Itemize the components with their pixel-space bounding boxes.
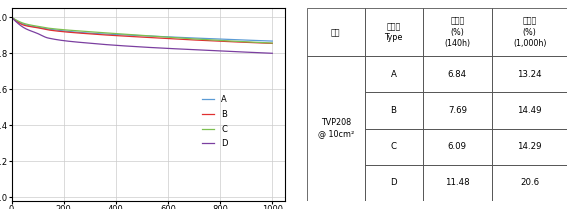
B bbox=[132, 36, 139, 38]
A bbox=[8, 16, 15, 19]
Bar bbox=[423, 56, 492, 92]
Legend: A, B, C, D: A, B, C, D bbox=[202, 95, 228, 148]
D bbox=[222, 50, 229, 52]
Bar bbox=[423, 165, 492, 201]
A bbox=[163, 36, 170, 38]
Text: 13.24: 13.24 bbox=[518, 70, 542, 79]
Text: 11.48: 11.48 bbox=[445, 178, 470, 187]
B bbox=[8, 16, 15, 19]
B bbox=[269, 42, 276, 45]
B bbox=[149, 37, 156, 39]
A bbox=[134, 34, 141, 37]
Bar bbox=[365, 56, 423, 92]
Text: 7.69: 7.69 bbox=[448, 106, 467, 115]
A bbox=[132, 34, 139, 37]
Bar bbox=[365, 129, 423, 165]
Bar bbox=[423, 8, 492, 56]
Text: 염료: 염료 bbox=[331, 28, 340, 37]
Text: A: A bbox=[391, 70, 397, 79]
Bar bbox=[365, 8, 423, 56]
Line: B: B bbox=[12, 17, 272, 43]
D bbox=[269, 52, 276, 55]
Text: 14.49: 14.49 bbox=[518, 106, 542, 115]
Line: A: A bbox=[12, 17, 272, 41]
Text: 20.6: 20.6 bbox=[520, 178, 539, 187]
Text: 6.84: 6.84 bbox=[448, 70, 467, 79]
Text: D: D bbox=[390, 178, 397, 187]
Text: 열화율
(%)
(1,000h): 열화율 (%) (1,000h) bbox=[513, 17, 547, 48]
C bbox=[269, 42, 276, 44]
C bbox=[149, 35, 156, 37]
Text: 열화율
(%)
(140h): 열화율 (%) (140h) bbox=[444, 17, 470, 48]
C bbox=[134, 34, 141, 36]
D bbox=[163, 47, 170, 50]
C bbox=[8, 16, 15, 19]
Text: 전해질
Type: 전해질 Type bbox=[384, 22, 403, 42]
D bbox=[134, 45, 141, 48]
Bar bbox=[423, 129, 492, 165]
C bbox=[222, 40, 229, 42]
Bar bbox=[307, 8, 365, 56]
A bbox=[149, 35, 156, 37]
D bbox=[149, 46, 156, 49]
B bbox=[262, 42, 269, 45]
D bbox=[8, 16, 15, 19]
Bar bbox=[423, 92, 492, 129]
A bbox=[269, 40, 276, 42]
Text: TVP208
@ 10cm²: TVP208 @ 10cm² bbox=[317, 119, 354, 139]
C bbox=[163, 36, 170, 38]
D bbox=[132, 45, 139, 48]
Line: C: C bbox=[12, 17, 272, 43]
Bar bbox=[492, 92, 567, 129]
Bar bbox=[365, 92, 423, 129]
Text: B: B bbox=[391, 106, 397, 115]
C bbox=[262, 42, 269, 44]
Text: 6.09: 6.09 bbox=[448, 142, 467, 151]
B bbox=[134, 36, 141, 38]
Bar bbox=[492, 56, 567, 92]
Text: C: C bbox=[391, 142, 397, 151]
Bar bbox=[492, 129, 567, 165]
Bar bbox=[307, 56, 365, 201]
B bbox=[163, 37, 170, 40]
Text: 14.29: 14.29 bbox=[518, 142, 542, 151]
A bbox=[262, 40, 269, 42]
Line: D: D bbox=[12, 17, 272, 53]
D bbox=[262, 52, 269, 54]
C bbox=[132, 34, 139, 36]
A bbox=[222, 38, 229, 41]
Bar bbox=[365, 165, 423, 201]
Bar bbox=[492, 165, 567, 201]
B bbox=[222, 40, 229, 43]
Bar bbox=[492, 8, 567, 56]
